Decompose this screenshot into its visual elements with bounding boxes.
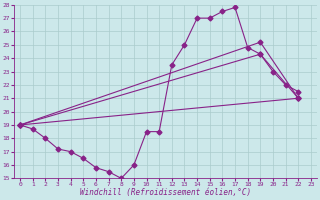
X-axis label: Windchill (Refroidissement éolien,°C): Windchill (Refroidissement éolien,°C)	[80, 188, 251, 197]
